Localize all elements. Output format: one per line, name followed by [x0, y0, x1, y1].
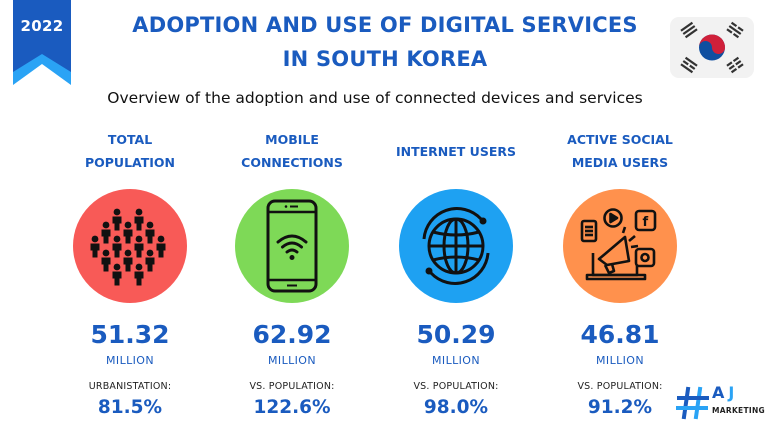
stat-value: 62.92: [252, 320, 332, 349]
stat-unit: MILLION: [268, 354, 316, 367]
logo-tagline: MARKETING: [712, 406, 766, 415]
hashtag-logo-icon: [676, 386, 709, 420]
svg-text:f: f: [643, 215, 649, 230]
year-ribbon: [13, 0, 71, 85]
stat-sub-value: 81.5%: [97, 397, 163, 418]
social-media-megaphone-icon: f: [563, 189, 677, 303]
stat-sub-label: URBANISTATION:: [88, 381, 172, 392]
stat-label: TOTAL POPULATION: [84, 132, 176, 170]
stat-unit: MILLION: [106, 354, 154, 367]
people-crowd-icon: [73, 189, 187, 303]
stat-internet-users: INTERNET USERS 50.29 MILLION VS. POPULAT…: [376, 128, 536, 419]
stat-sub-value: 91.2%: [587, 397, 653, 418]
south-korea-flag-icon: [670, 17, 754, 78]
stat-label: MOBILE CONNECTIONS: [241, 132, 343, 170]
logo-letters: AJ: [712, 383, 739, 402]
stat-value: 51.32: [90, 320, 170, 349]
stat-sub-label: VS. POPULATION:: [413, 381, 499, 392]
page-subtitle: Overview of the adoption and use of conn…: [107, 89, 643, 107]
globe-icon: [399, 189, 513, 303]
stat-sub-value: 122.6%: [253, 397, 331, 418]
stat-value: 50.29: [416, 320, 496, 349]
stat-sub-value: 98.0%: [423, 397, 489, 418]
smartphone-wifi-icon: [235, 189, 349, 303]
stat-unit: MILLION: [432, 354, 480, 367]
title-line-2: IN SOUTH KOREA: [282, 47, 488, 71]
stat-mobile-connections: MOBILE CONNECTIONS 62.92 MILLION VS. POP…: [212, 128, 372, 418]
stat-sub-label: VS. POPULATION:: [249, 381, 335, 392]
stat-value: 46.81: [580, 320, 660, 349]
page-title: ADOPTION AND USE OF DIGITAL SERVICES IN …: [90, 8, 680, 76]
year-badge: 2022: [20, 17, 64, 35]
title-line-1: ADOPTION AND USE OF DIGITAL SERVICES: [132, 13, 638, 37]
stat-sub-label: VS. POPULATION:: [577, 381, 663, 392]
stat-label: ACTIVE SOCIAL MEDIA USERS: [567, 132, 673, 170]
stat-label: INTERNET USERS: [395, 143, 516, 159]
stat-total-population: TOTAL POPULATION 51.32 MILLION URBANISTA…: [50, 128, 210, 418]
stat-unit: MILLION: [596, 354, 644, 367]
stat-active-social-media-users: ACTIVE SOCIAL MEDIA USERS f 46.81 MILLIO…: [540, 128, 700, 418]
